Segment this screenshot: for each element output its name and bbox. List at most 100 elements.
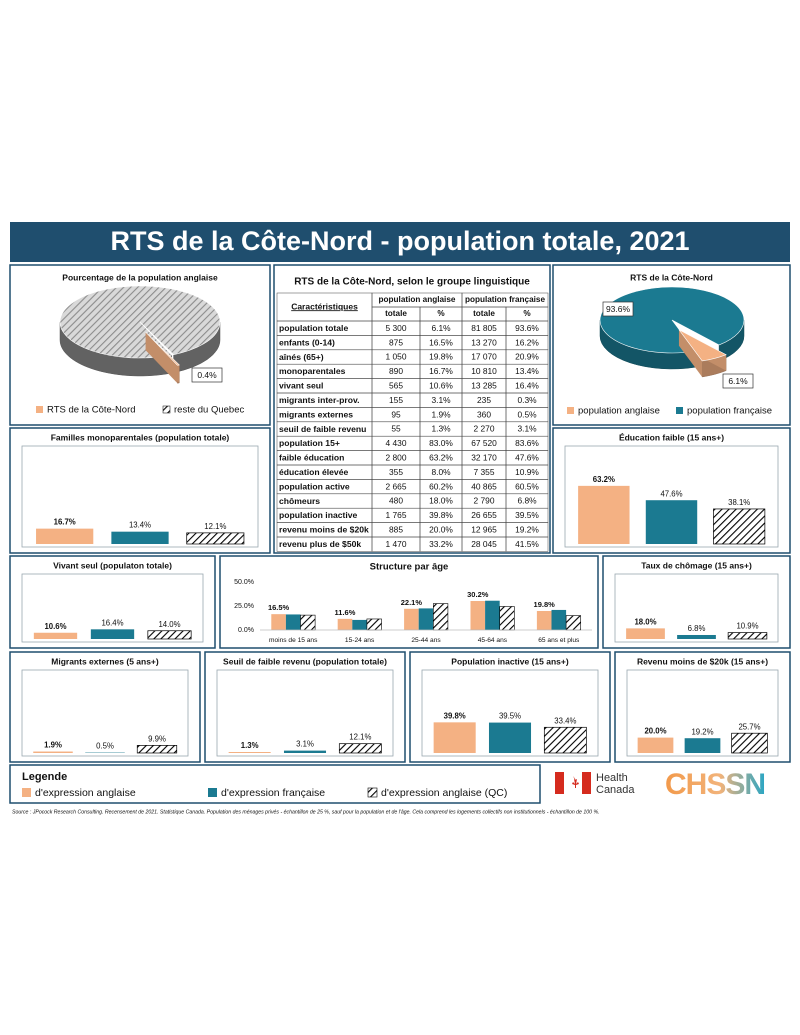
bar	[684, 738, 721, 753]
pie-title: RTS de la Côte-Nord	[630, 272, 713, 282]
table-value: 60.5%	[515, 481, 539, 491]
data-label: 3.1%	[296, 740, 314, 749]
logo-text: Canada	[596, 784, 635, 796]
data-label: 25.7%	[738, 722, 760, 731]
legend-swatch	[208, 788, 217, 797]
legend-label: population anglaise	[578, 406, 660, 417]
data-label: 47.6%	[660, 489, 682, 498]
table-value: 28 045	[471, 539, 497, 549]
table-value: 6.1%	[431, 323, 451, 333]
chart-title: Familles monoparentales (population tota…	[51, 432, 230, 442]
data-label: 63.2%	[593, 475, 615, 484]
bar	[485, 600, 500, 630]
x-tick-label: moins de 15 ans	[269, 637, 318, 644]
data-label: 38.1%	[728, 498, 750, 507]
table-value: 16.2%	[515, 337, 539, 347]
data-label: 22.1%	[401, 598, 423, 607]
table-value: 3.1%	[517, 424, 537, 434]
table-value: 890	[389, 366, 403, 376]
data-label: 16.5%	[268, 603, 290, 612]
table-value: 60.2%	[429, 481, 453, 491]
bar	[90, 629, 135, 639]
legend-label: population française	[687, 406, 772, 417]
table-value: 93.6%	[515, 323, 539, 333]
logo-text: Health	[596, 772, 628, 784]
data-label: 19.8%	[534, 600, 556, 609]
bar	[551, 609, 567, 630]
table-value: 20.9%	[515, 352, 539, 362]
source-note: Source : JPocock Research Consulting. Re…	[12, 809, 600, 815]
table-value: 39.5%	[515, 510, 539, 520]
table-value: 2 800	[386, 453, 407, 463]
data-label: 16.7%	[54, 518, 76, 527]
table-value: 10.6%	[429, 381, 453, 391]
plot-area	[21, 445, 259, 548]
bar	[33, 632, 78, 639]
table-cell	[505, 536, 549, 552]
table-value: 16.5%	[429, 337, 453, 347]
table-value: 67 520	[471, 438, 497, 448]
pie-label-box	[602, 301, 634, 317]
data-label: 39.5%	[499, 712, 521, 721]
data-label: 19.2%	[691, 727, 713, 736]
table-value: 95	[391, 409, 401, 419]
data-label: 18.0%	[634, 617, 656, 626]
bar	[677, 634, 716, 639]
y-tick-label: 25.0%	[234, 603, 254, 610]
data-label: 0.5%	[96, 742, 114, 751]
data-label: 33.4%	[554, 716, 576, 725]
chart-title: Structure par âge	[370, 562, 449, 573]
plot-area	[21, 669, 189, 757]
table-value: 39.8%	[429, 510, 453, 520]
table-value: 4 430	[386, 438, 407, 448]
bar	[731, 732, 768, 754]
table-header: population française	[465, 295, 546, 304]
bar	[338, 743, 382, 754]
legend-label: d'expression anglaise	[35, 787, 136, 799]
bar	[433, 603, 449, 631]
page-title: RTS de la Côte-Nord - population totale,…	[110, 226, 689, 256]
chart-title: Population inactive (15 ans+)	[451, 656, 569, 666]
row-label: population 15+	[279, 438, 340, 448]
table-subheader: %	[523, 309, 531, 318]
data-label: 16.4%	[101, 618, 123, 627]
bar	[418, 608, 434, 630]
data-label: 12.1%	[349, 733, 371, 742]
bar	[488, 722, 532, 753]
chart-title: Migrants externes (5 ans+)	[51, 656, 159, 666]
bar	[352, 619, 367, 630]
table-value: 1 470	[386, 539, 407, 549]
table-title: RTS de la Côte-Nord, selon le groupe lin…	[294, 277, 530, 288]
data-label: 13.4%	[129, 521, 151, 530]
table-value: 3.1%	[431, 395, 451, 405]
table-value: 8.0%	[431, 467, 451, 477]
table-value: 1 765	[386, 510, 407, 520]
data-label: 39.8%	[444, 711, 466, 720]
legend-label: d'expression française	[221, 787, 325, 799]
table-value: 2 270	[474, 424, 495, 434]
row-label: revenu plus de $50k	[279, 539, 361, 549]
logo-text: CHSSN	[665, 768, 765, 801]
data-label: 12.1%	[204, 522, 226, 531]
bar	[366, 618, 382, 631]
bar	[33, 751, 73, 753]
table-value: 18.0%	[429, 496, 453, 506]
bar	[626, 628, 665, 639]
table-value: 2 790	[474, 496, 495, 506]
table-value: 2 665	[386, 481, 407, 491]
chart-title: Seuil de faible revenu (population total…	[223, 656, 387, 666]
row-label: revenu moins de $20k	[279, 525, 369, 535]
flag	[555, 772, 591, 794]
table-value: 26 655	[471, 510, 497, 520]
legend-swatch	[367, 787, 378, 798]
pie-cut	[678, 329, 703, 377]
pie-label-box	[722, 373, 754, 389]
legend-title: Legende	[22, 771, 67, 783]
table-value: 0.5%	[517, 409, 537, 419]
row-label: chômeurs	[279, 496, 320, 506]
table-value: 55	[391, 424, 401, 434]
table-value: 33.2%	[429, 539, 453, 549]
bar	[228, 751, 271, 753]
table-value: 81 805	[471, 323, 497, 333]
bar	[536, 610, 552, 630]
